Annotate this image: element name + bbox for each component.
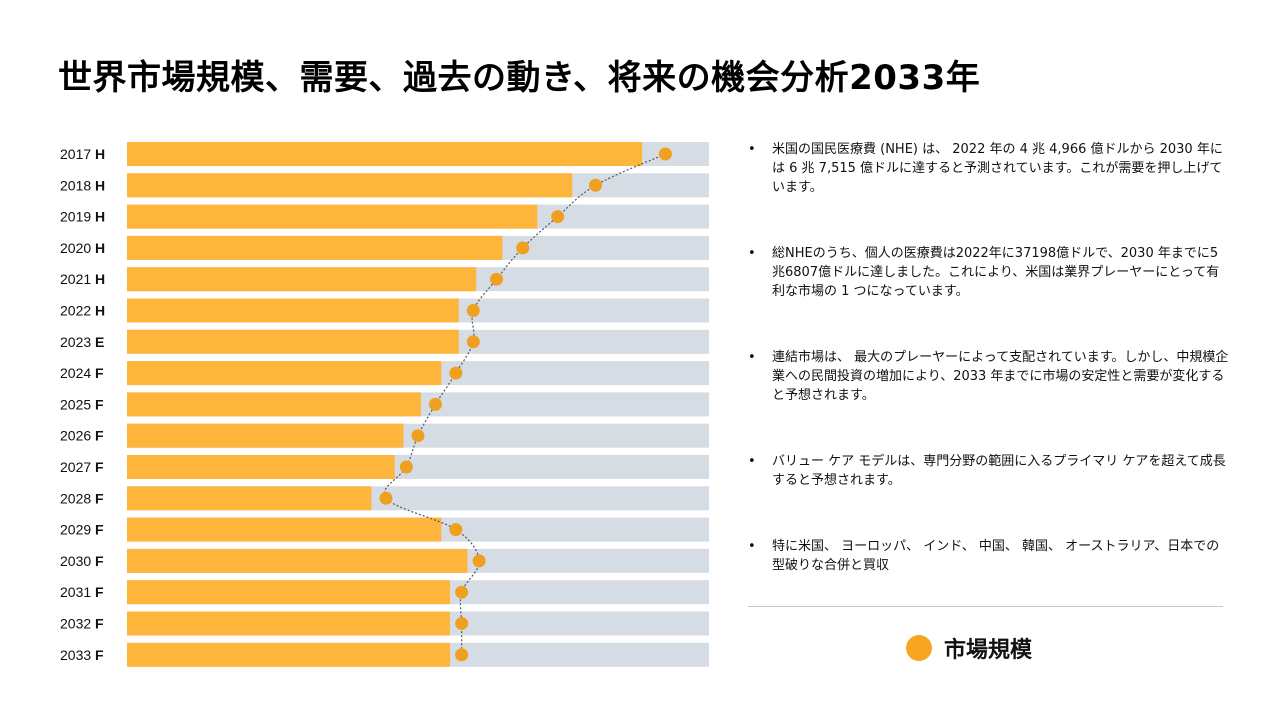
- marker-2025: [428, 397, 442, 411]
- y-tick-label-2032: 2032 F: [60, 616, 104, 632]
- y-tick-label-2030: 2030 F: [60, 553, 104, 569]
- bullet-dot-icon: •: [748, 350, 756, 365]
- bullet-item: • 特に米国、 ヨーロッパ、 インド、 中国、 韓国、 オーストラリア、日本での…: [748, 537, 1230, 575]
- bullet-item: • 総NHEのうち、個人の医療費は2022年に37198億ドルで、2030 年ま…: [748, 244, 1230, 301]
- y-tick-label-2033: 2033 F: [60, 647, 104, 663]
- bullet-dot-icon: •: [748, 539, 756, 554]
- divider: [748, 606, 1223, 607]
- marker-2030: [472, 554, 486, 568]
- marker-2017: [658, 147, 672, 161]
- legend-marker-icon: [906, 635, 932, 661]
- marker-2024: [449, 366, 463, 380]
- bar-2026: [127, 423, 404, 448]
- marker-2028: [379, 491, 393, 505]
- y-tick-label-2022: 2022 H: [60, 303, 105, 319]
- y-tick-label-2020: 2020 H: [60, 240, 105, 256]
- y-tick-label-2031: 2031 F: [60, 584, 104, 600]
- bullet-item: • 連結市場は、 最大のプレーヤーによって支配されています。しかし、中規模企業へ…: [748, 348, 1230, 405]
- bar-2027: [127, 455, 395, 479]
- bullet-item: • 米国の国民医療費 (NHE) は、 2022 年の 4 兆 4,966 億ド…: [748, 140, 1230, 197]
- legend: 市場規模: [906, 632, 1032, 664]
- y-tick-label-2017: 2017 H: [60, 146, 105, 162]
- bullet-text: 特に米国、 ヨーロッパ、 インド、 中国、 韓国、 オーストラリア、日本での型破…: [772, 539, 1220, 573]
- bar-2032: [127, 611, 451, 636]
- marker-2026: [411, 429, 425, 443]
- bullet-item: • バリュー ケア モデルは、専門分野の範囲に入るプライマリ ケアを超えて成長す…: [748, 452, 1230, 490]
- bar-2020: [127, 235, 503, 260]
- marker-2018: [589, 178, 603, 192]
- bar-2018: [127, 173, 573, 198]
- bullet-text: バリュー ケア モデルは、専門分野の範囲に入るプライマリ ケアを超えて成長すると…: [772, 454, 1226, 488]
- bar-2031: [127, 580, 451, 605]
- y-tick-label-2028: 2028 F: [60, 490, 104, 506]
- bar-2025: [127, 392, 421, 417]
- marker-2021: [490, 272, 504, 286]
- marker-2032: [455, 617, 469, 630]
- marker-2033: [455, 648, 469, 662]
- y-tick-label-2018: 2018 H: [60, 177, 105, 193]
- bullet-text: 連結市場は、 最大のプレーヤーによって支配されています。しかし、中規模企業への民…: [772, 350, 1229, 403]
- y-tick-label-2026: 2026 F: [60, 428, 104, 444]
- marker-2023: [466, 335, 480, 349]
- page-title: 世界市場規模、需要、過去の動き、将来の機会分析2033年: [58, 58, 981, 98]
- bar-2029: [127, 517, 442, 542]
- bullet-dot-icon: •: [748, 246, 756, 261]
- bar-2022: [127, 298, 459, 323]
- marker-2031: [455, 585, 469, 599]
- marker-2027: [399, 460, 413, 474]
- marker-2022: [466, 304, 480, 317]
- bar-2019: [127, 204, 538, 229]
- bar-2023: [127, 329, 459, 354]
- y-tick-label-2021: 2021 H: [60, 271, 105, 287]
- market-size-chart: 2017 H 2018 H 2019 H 2020 H 2021 H 2022 H 2023…: [60, 142, 709, 667]
- bar-2030: [127, 548, 468, 573]
- bar-2033: [127, 642, 451, 667]
- bar-2021: [127, 267, 477, 292]
- y-tick-label-2027: 2027 F: [60, 459, 104, 475]
- bar-2024: [127, 361, 442, 386]
- bullet-dot-icon: •: [748, 454, 756, 469]
- y-tick-label-2029: 2029 F: [60, 522, 104, 538]
- legend-label: 市場規模: [944, 638, 1033, 663]
- bullet-text: 米国の国民医療費 (NHE) は、 2022 年の 4 兆 4,966 億ドルか…: [772, 142, 1223, 195]
- bullet-text: 総NHEのうち、個人の医療費は2022年に37198億ドルで、2030 年までに…: [772, 246, 1220, 299]
- bar-2017: [127, 142, 643, 166]
- y-tick-label-2023: 2023 E: [60, 334, 104, 350]
- bullet-dot-icon: •: [748, 142, 756, 157]
- marker-2020: [516, 241, 530, 255]
- marker-2019: [551, 210, 565, 224]
- y-tick-label-2025: 2025 F: [60, 396, 104, 412]
- y-tick-label-2019: 2019 H: [60, 209, 105, 225]
- y-tick-label-2024: 2024 F: [60, 365, 104, 381]
- bar-2028: [127, 486, 372, 511]
- marker-2029: [449, 523, 463, 537]
